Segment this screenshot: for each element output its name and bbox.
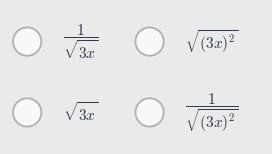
Ellipse shape xyxy=(135,98,164,127)
Text: $\sqrt{3x}$: $\sqrt{3x}$ xyxy=(63,101,98,124)
Text: $\sqrt{(3x)^2}$: $\sqrt{(3x)^2}$ xyxy=(185,28,239,55)
Ellipse shape xyxy=(13,27,41,56)
Text: $\dfrac{1}{\sqrt{3x}}$: $\dfrac{1}{\sqrt{3x}}$ xyxy=(63,22,98,61)
Ellipse shape xyxy=(13,98,41,127)
Ellipse shape xyxy=(135,27,164,56)
Text: $\dfrac{1}{\sqrt{(3x)^2}}$: $\dfrac{1}{\sqrt{(3x)^2}}$ xyxy=(185,91,239,134)
